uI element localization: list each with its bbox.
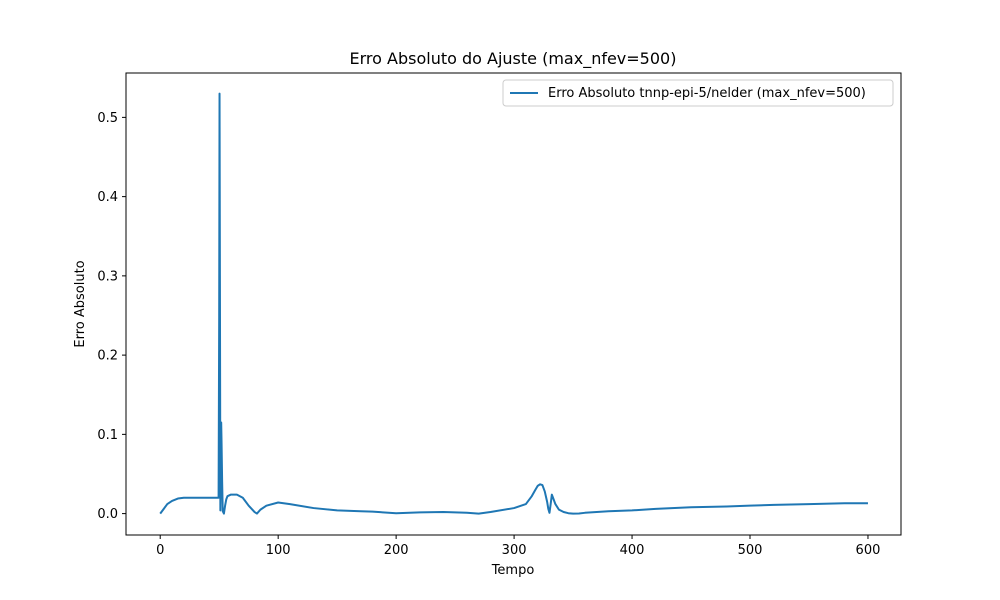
chart-title: Erro Absoluto do Ajuste (max_nfev=500) (350, 49, 677, 69)
x-tick-label: 100 (266, 543, 291, 558)
legend-label: Erro Absoluto tnnp-epi-5/nelder (max_nfe… (548, 86, 866, 101)
x-tick-label: 600 (856, 543, 881, 558)
y-axis-title: Erro Absoluto (73, 260, 88, 347)
plot-frame (125, 72, 902, 536)
legend: Erro Absoluto tnnp-epi-5/nelder (max_nfe… (502, 79, 894, 107)
x-tick-label: 0 (156, 543, 164, 558)
x-axis-title: Tempo (491, 563, 535, 578)
y-tick-label: 0.2 (97, 349, 118, 364)
x-tick-label: 300 (502, 543, 527, 558)
y-tick-label: 0.1 (97, 428, 118, 443)
series-layer (159, 92, 868, 515)
x-axis: 0 100 200 300 400 500 600 (156, 535, 880, 558)
x-tick-label: 500 (738, 543, 763, 558)
y-tick-label: 0.0 (97, 507, 118, 522)
y-tick-label: 0.5 (97, 111, 118, 126)
legend-box (502, 79, 894, 107)
x-tick-label: 400 (620, 543, 645, 558)
plot-area (126, 73, 901, 535)
series-line (159, 92, 868, 515)
y-tick-label: 0.3 (97, 269, 118, 284)
y-tick-label: 0.4 (97, 190, 118, 205)
y-axis: 0.0 0.1 0.2 0.3 0.4 0.5 (97, 111, 126, 522)
x-tick-label: 200 (384, 543, 409, 558)
